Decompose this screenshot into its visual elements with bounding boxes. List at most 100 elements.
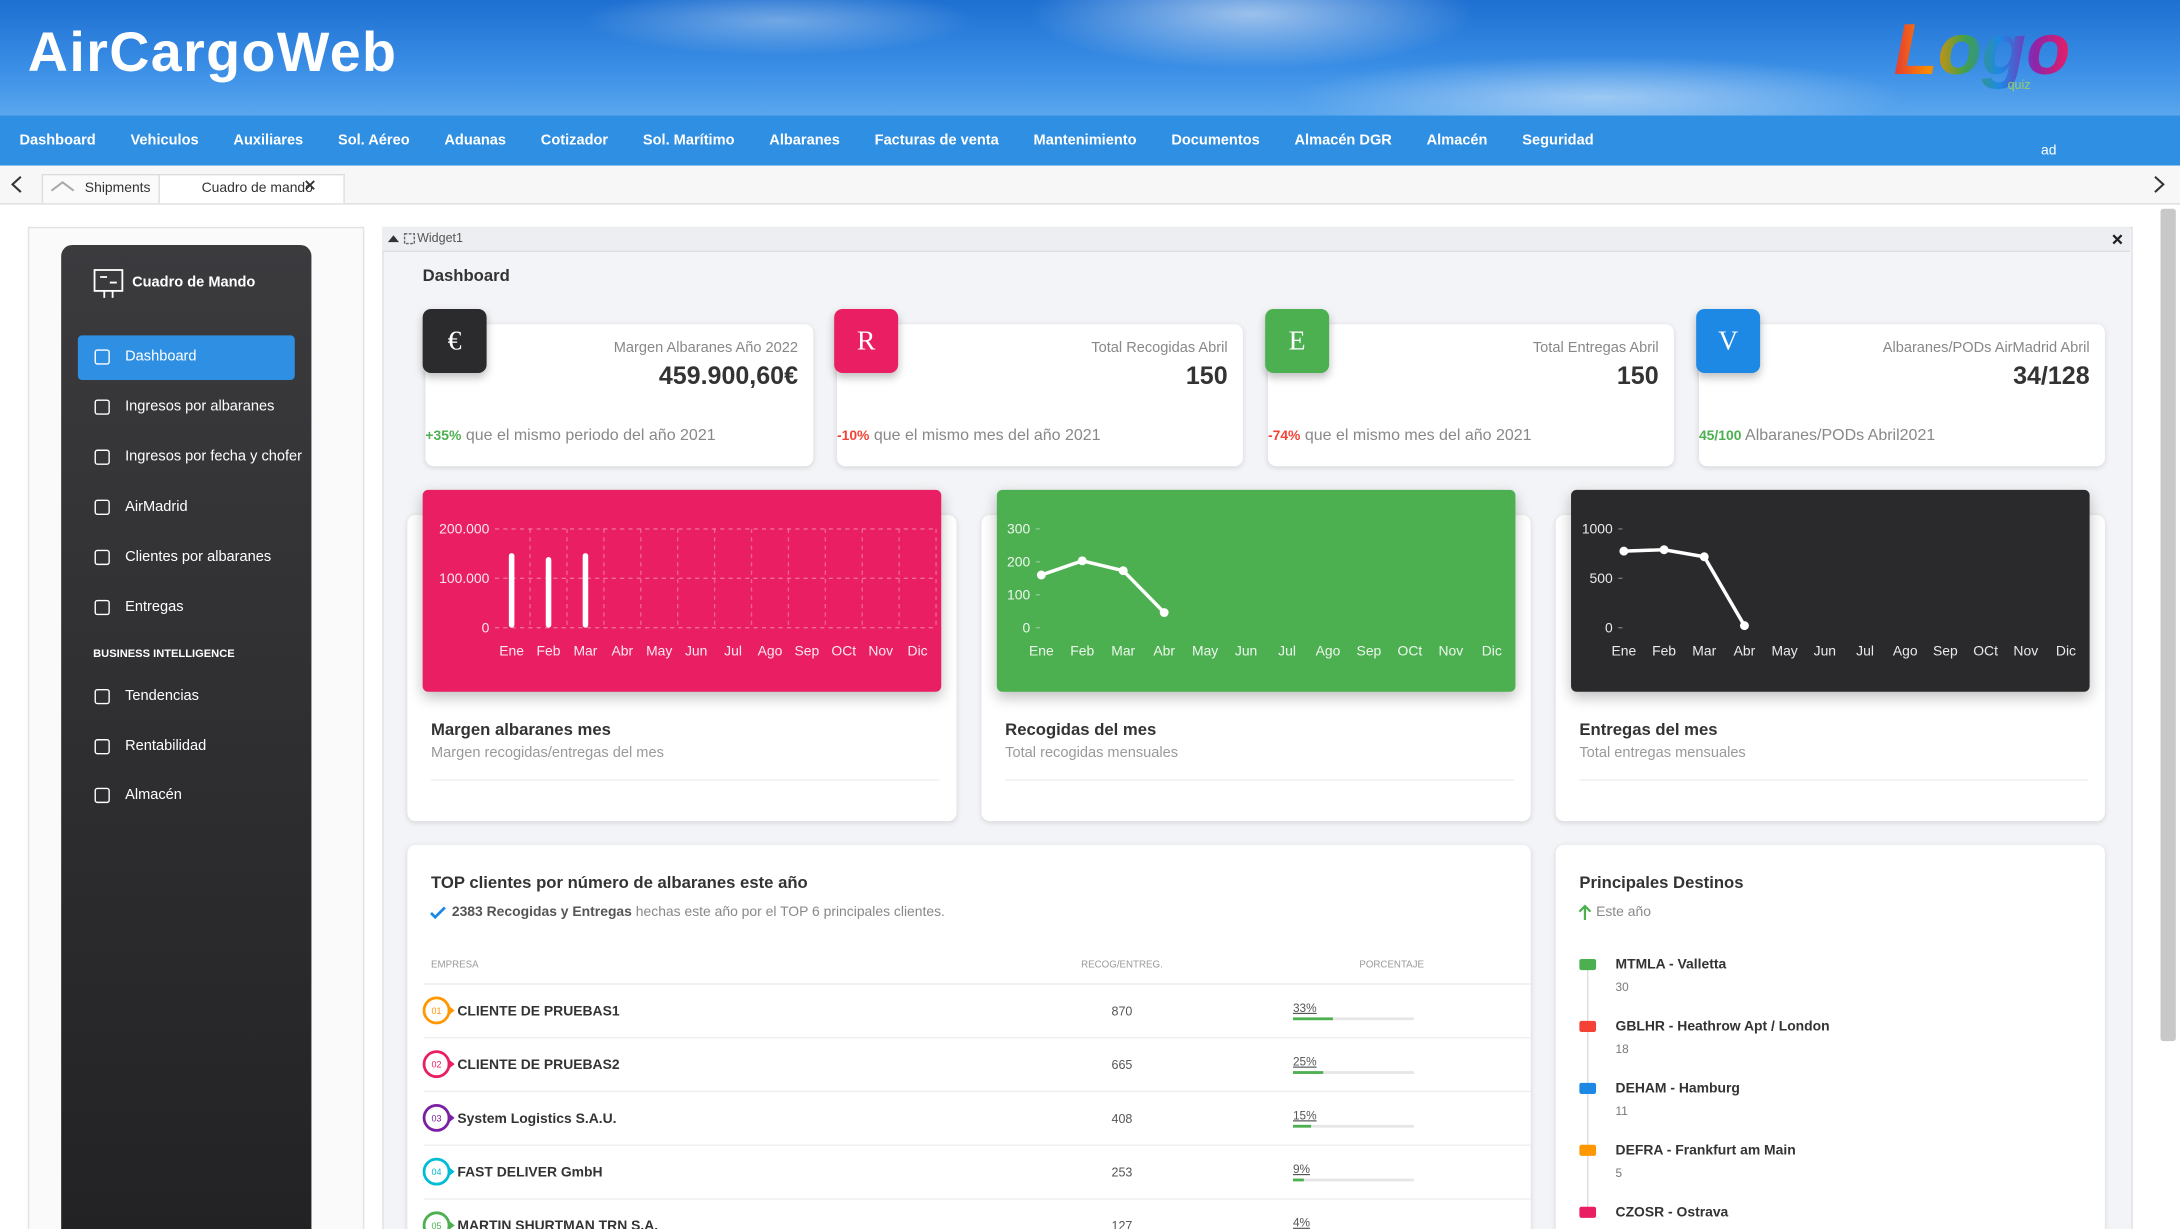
nav-item[interactable]: Seguridad <box>1522 132 1594 149</box>
tab-bar: Shipments Cuadro de mando <box>0 165 2180 205</box>
sidebar-item[interactable]: Clientes por albaranes <box>125 548 272 566</box>
kpi-note-text: que el mismo mes del año 2021 <box>1304 427 1532 444</box>
x-tick-label: Sep <box>795 643 820 659</box>
kpi-label: Total Recogidas Abril <box>1091 339 1228 357</box>
nav-item[interactable]: Sol. Marítimo <box>642 132 735 149</box>
sidebar-item[interactable]: Ingresos por fecha y chofer <box>125 448 303 465</box>
nav-item[interactable]: Dashboard <box>19 132 96 149</box>
client-name: MARTIN SHURTMAN TRN S.A. <box>457 1217 658 1229</box>
line <box>1623 547 1746 627</box>
destinations-subtitle: Este año <box>1596 904 1651 920</box>
x-tick-label: Ene <box>1612 643 1637 659</box>
nav-item[interactable]: Albaranes <box>769 132 840 149</box>
bar <box>582 553 589 628</box>
x-tick-label: Jul <box>1856 643 1874 659</box>
sidebar-item[interactable]: Tendencias <box>125 687 199 705</box>
check <box>430 906 446 920</box>
kpi-icon: V <box>1696 308 1761 374</box>
up-arrow <box>1578 904 1592 920</box>
tab-scroll-left[interactable] <box>10 175 22 193</box>
nav-item[interactable]: Cotizador <box>540 132 609 149</box>
kpi-card: Total Entregas Abril 150 -74% que el mismo… <box>1267 324 1674 467</box>
column-header: PORCENTAJE <box>1359 960 1425 971</box>
rank: 05 <box>432 1221 442 1229</box>
nav-item[interactable]: Almacén <box>1426 132 1488 149</box>
kpi-card: Total Recogidas Abril 150 -10% que el mism… <box>836 324 1243 467</box>
y-tick-label: 0 <box>1022 620 1030 636</box>
collapse[interactable] <box>387 235 400 243</box>
line <box>1040 559 1166 614</box>
client-name: CLIENTE DE PRUEBAS1 <box>457 1002 619 1018</box>
widget-controls <box>387 233 2123 245</box>
x-tick-label: Ene <box>1029 643 1054 659</box>
chart-title: Margen albaranes mes <box>430 719 611 740</box>
tab-scroll-right[interactable] <box>2154 175 2165 193</box>
point <box>1739 621 1749 631</box>
sidebar-icon <box>94 599 110 616</box>
nav-item[interactable]: Vehiculos <box>130 132 199 149</box>
destination-name: DEFRA - Frankfurt am Main <box>1616 1141 1796 1157</box>
sidebar-item[interactable]: Dashboard <box>125 347 197 365</box>
sidebar-item[interactable]: Entregas <box>125 598 184 616</box>
destination-name: CZOSR - Ostrava <box>1616 1203 1729 1219</box>
client-count: 253 <box>1112 1165 1133 1179</box>
x-tick-label: Nov <box>1438 643 1463 659</box>
x-tick-label: Jun <box>1814 643 1836 659</box>
sidebar-item[interactable]: Ingresos por albaranes <box>125 398 275 415</box>
destination-count: 11 <box>1616 1104 1628 1118</box>
close[interactable] <box>2112 234 2123 245</box>
nav-item[interactable]: Aduanas <box>444 132 507 149</box>
destination-name: MTMLA - Valletta <box>1616 956 1727 972</box>
nav-item[interactable]: Almacén DGR <box>1294 132 1392 149</box>
sidebar-active[interactable] <box>77 335 295 380</box>
kpi-note: -10% que el mismo mes del año 2021 <box>837 427 1101 444</box>
x-tick-label: Feb <box>1652 643 1676 659</box>
pct-track <box>1292 1124 1414 1128</box>
x-tick-label: Dic <box>1482 643 1502 659</box>
point <box>1159 608 1169 618</box>
kpi-label: Margen Albaranes Año 2022 <box>613 339 799 357</box>
sidebar-item[interactable]: Almacén <box>125 786 182 804</box>
kpi-delta: 45/100 <box>1698 428 1742 444</box>
rank: 03 <box>432 1113 442 1123</box>
y-tick-label: 200 <box>1007 554 1030 570</box>
kpi-note: 45/100 Albaranes/PODs Abril2021 <box>1699 427 1935 444</box>
pct-label: 15% <box>1293 1108 1317 1122</box>
sidebar-item[interactable]: Rentabilidad <box>125 736 207 754</box>
x-tick-label: OCt <box>1398 643 1423 659</box>
x-tick-label: Dic <box>2056 643 2076 659</box>
destinations-list: MTMLA - Valletta 30 GBLHR - Heathrow Apt /… <box>1578 904 1830 1219</box>
kpi-delta: -10% <box>836 428 870 444</box>
destination-name: DEHAM - Hamburg <box>1616 1080 1740 1096</box>
client-name: FAST DELIVER GmbH <box>457 1163 602 1179</box>
y-tick-label: 1000 <box>1582 521 1613 537</box>
rank-ribbon <box>447 1058 455 1070</box>
column-header: EMPRESA <box>430 960 479 971</box>
rank: 02 <box>432 1060 442 1070</box>
kpi-note-text: que el mismo mes del año 2021 <box>873 427 1101 444</box>
tab-arrows <box>10 175 2165 193</box>
tab[interactable]: Shipments <box>41 173 164 204</box>
nav-item[interactable]: Auxiliares <box>233 132 304 149</box>
client-count: 127 <box>1112 1219 1133 1229</box>
kpi-delta: -74% <box>1267 428 1301 444</box>
rank-ribbon <box>447 1004 455 1017</box>
scrollbar[interactable] <box>2160 208 2176 1042</box>
pct-label: 25% <box>1293 1055 1317 1069</box>
client-count: 408 <box>1112 1112 1133 1126</box>
nav-item[interactable]: Sol. Aéreo <box>337 132 410 149</box>
pct-label: 9% <box>1293 1162 1311 1176</box>
nav-item[interactable]: Mantenimiento <box>1033 132 1137 149</box>
maximize[interactable] <box>403 233 416 245</box>
widget-bar <box>382 226 2130 252</box>
pct-track <box>1292 1178 1414 1182</box>
point <box>1118 566 1128 576</box>
x-tick-label: Ene <box>499 643 524 659</box>
clients-table: 01 CLIENTE DE PRUEBAS1 870 33% 02 CLIENTE DE … <box>422 983 1531 1229</box>
nav-item[interactable]: Facturas de venta <box>874 132 999 149</box>
x-tick-label: Ago <box>1893 643 1918 659</box>
nav-item[interactable]: Documentos <box>1171 132 1260 149</box>
sidebar-item[interactable]: AirMadrid <box>125 498 188 515</box>
rank-ribbon <box>447 1166 455 1178</box>
